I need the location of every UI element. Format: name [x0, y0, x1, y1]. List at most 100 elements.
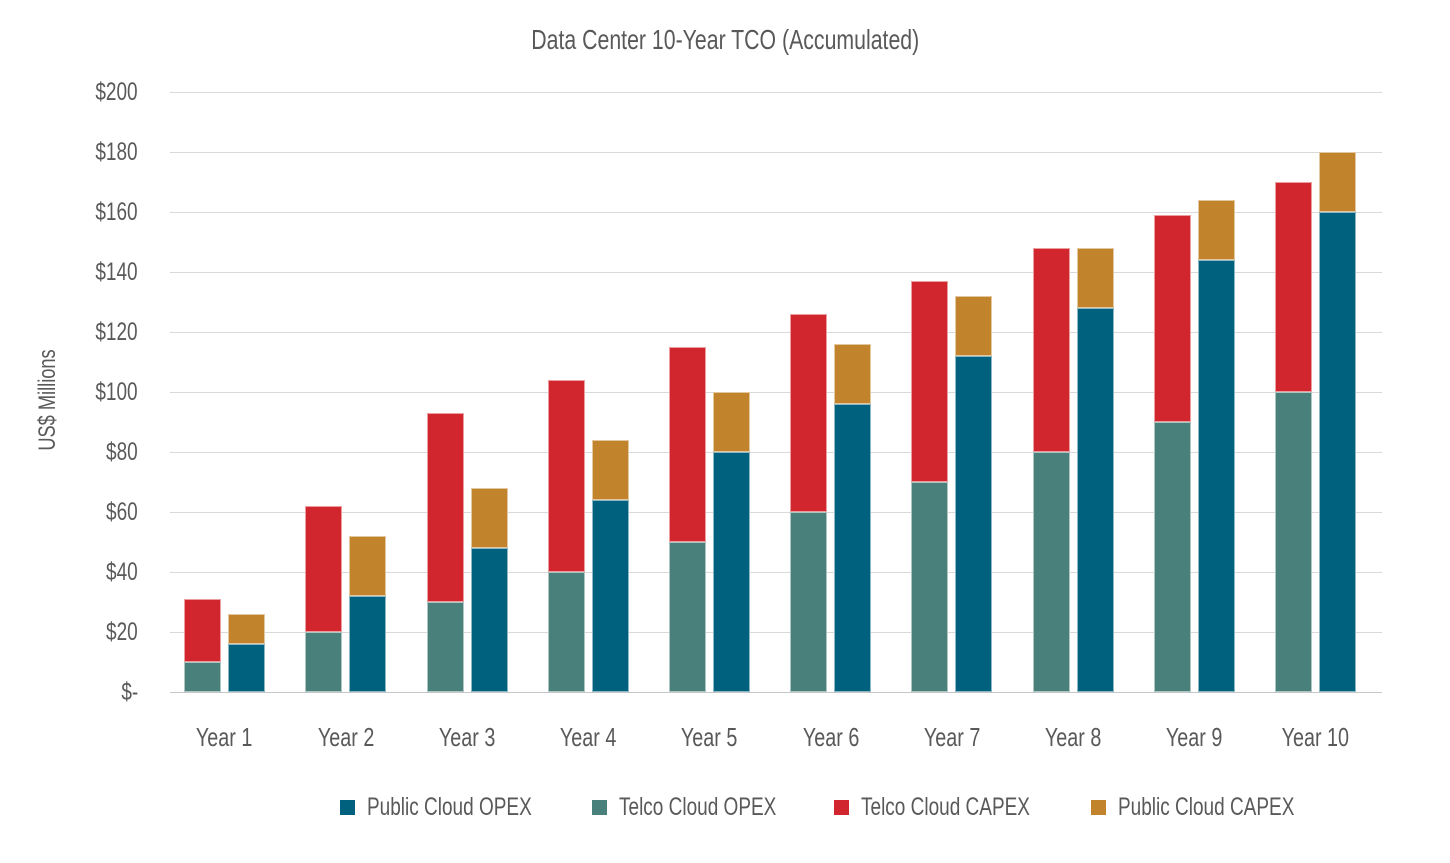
gridline — [170, 272, 1382, 273]
y-tick-label: $20 — [106, 618, 138, 646]
y-tick-label: $60 — [106, 498, 138, 526]
bar-pair-year-9 — [1134, 92, 1255, 692]
gridline — [170, 512, 1382, 513]
bar-segment-telco-cloud-opex — [305, 632, 343, 692]
bar-telco-cloud-year-2 — [305, 506, 343, 692]
legend-item-telco-cloud-opex: Telco Cloud OPEX — [591, 792, 826, 822]
x-category-label-year-9: Year 9 — [1166, 722, 1223, 752]
gridline — [170, 572, 1382, 573]
x-category-label-year-8: Year 8 — [1044, 722, 1102, 752]
bar-segment-telco-cloud-capex — [1153, 215, 1191, 422]
chart-title-text: Data Center 10-Year TCO (Accumulated) — [531, 24, 919, 55]
gridline — [170, 152, 1382, 153]
bar-segment-public-cloud-opex — [1318, 212, 1356, 692]
legend-swatch-icon — [591, 799, 607, 815]
x-category-label-year-7: Year 7 — [923, 722, 981, 752]
bar-segment-telco-cloud-capex — [184, 599, 222, 662]
bar-segment-public-cloud-opex — [228, 644, 266, 692]
bar-public-cloud-year-8 — [1076, 248, 1114, 692]
x-category-label-year-3: Year 3 — [438, 722, 496, 752]
bar-segment-telco-cloud-capex — [547, 380, 585, 572]
legend-swatch-icon — [1091, 799, 1107, 815]
bar-segment-telco-cloud-capex — [911, 281, 949, 482]
bar-telco-cloud-year-3 — [426, 413, 464, 692]
x-axis-baseline — [170, 692, 1382, 693]
bar-public-cloud-year-2 — [349, 536, 387, 692]
x-category-label-year-10: Year 10 — [1281, 722, 1350, 752]
bar-segment-public-cloud-capex — [228, 614, 266, 644]
bar-segment-telco-cloud-capex — [305, 506, 343, 632]
bar-segment-public-cloud-opex — [470, 548, 508, 692]
bar-pair-year-4 — [528, 92, 649, 692]
bar-pair-year-3 — [406, 92, 527, 692]
bar-pair-year-6 — [770, 92, 891, 692]
bar-pair-year-2 — [285, 92, 406, 692]
bar-public-cloud-year-10 — [1318, 152, 1356, 692]
legend: Public Cloud OPEX Telco Cloud OPEX Telco C… — [0, 793, 1450, 821]
bar-pair-year-7 — [891, 92, 1012, 692]
gridline — [170, 332, 1382, 333]
bar-public-cloud-year-3 — [470, 488, 508, 692]
bar-segment-telco-cloud-opex — [426, 602, 464, 692]
bar-segment-public-cloud-capex — [1076, 248, 1114, 308]
gridline — [170, 212, 1382, 213]
bar-segment-telco-cloud-opex — [790, 512, 828, 692]
y-tick-label: $- — [121, 678, 138, 706]
bar-public-cloud-year-5 — [712, 392, 750, 692]
bar-telco-cloud-year-4 — [547, 380, 585, 692]
bar-telco-cloud-year-9 — [1153, 215, 1191, 692]
x-category-label-year-2: Year 2 — [317, 722, 374, 752]
bar-segment-telco-cloud-opex — [911, 482, 949, 692]
bar-segment-telco-cloud-opex — [668, 542, 706, 692]
bar-segment-public-cloud-capex — [1197, 200, 1235, 260]
bar-segment-public-cloud-capex — [834, 344, 872, 404]
bar-segment-telco-cloud-opex — [1274, 392, 1312, 692]
y-tick-label: $140 — [95, 258, 138, 286]
bar-segment-public-cloud-opex — [1197, 260, 1235, 692]
y-tick-label: $40 — [106, 558, 138, 586]
x-axis-category-labels: Year 1 Year 2 Year 3 Year 4 Year 5 Year 6 Year… — [164, 722, 1376, 753]
plot-area — [170, 92, 1382, 693]
bar-segment-telco-cloud-capex — [1032, 248, 1070, 452]
bar-segment-telco-cloud-capex — [1274, 182, 1312, 392]
y-tick-label: $180 — [95, 138, 138, 166]
bar-public-cloud-year-4 — [591, 440, 629, 692]
bar-pair-year-5 — [649, 92, 770, 692]
gridline — [170, 452, 1382, 453]
legend-item-public-cloud-capex: Public Cloud CAPEX — [1091, 793, 1350, 822]
bar-telco-cloud-year-1 — [184, 599, 222, 692]
bar-segment-telco-cloud-opex — [1153, 422, 1191, 692]
bar-public-cloud-year-9 — [1197, 200, 1235, 692]
y-tick-label: $200 — [95, 78, 138, 106]
bar-segment-public-cloud-opex — [834, 404, 872, 692]
bar-segment-public-cloud-capex — [955, 296, 993, 356]
bars-layer — [164, 92, 1376, 692]
legend-swatch-icon — [339, 799, 355, 815]
chart-title: Data Center 10-Year TCO (Accumulated) — [0, 24, 1450, 56]
bar-segment-public-cloud-opex — [955, 356, 993, 692]
legend-item-telco-cloud-capex: Telco Cloud CAPEX — [833, 793, 1083, 822]
y-tick-label: $80 — [106, 438, 138, 466]
bar-segment-telco-cloud-opex — [547, 572, 585, 692]
bar-segment-public-cloud-opex — [1076, 308, 1114, 692]
bar-segment-public-cloud-capex — [1318, 152, 1356, 212]
legend-label: Public Cloud CAPEX — [1118, 792, 1295, 821]
legend-item-public-cloud-opex: Public Cloud OPEX — [339, 792, 584, 822]
bar-segment-telco-cloud-opex — [1032, 452, 1070, 692]
x-category-label-year-6: Year 6 — [802, 722, 859, 752]
legend-label: Telco Cloud OPEX — [618, 792, 777, 821]
y-axis-tick-labels: $200 $180 $160 $140 $120 $100 $80 $60 $40 $20 $- — [0, 79, 138, 705]
bar-telco-cloud-year-5 — [668, 347, 706, 692]
bar-public-cloud-year-6 — [834, 344, 872, 692]
bar-segment-telco-cloud-capex — [668, 347, 706, 542]
legend-label: Public Cloud OPEX — [366, 792, 532, 821]
bar-pair-year-8 — [1012, 92, 1133, 692]
bar-segment-public-cloud-opex — [712, 452, 750, 692]
bar-segment-telco-cloud-opex — [184, 662, 222, 692]
gridline — [170, 92, 1382, 93]
x-category-label-year-5: Year 5 — [681, 722, 738, 752]
bar-public-cloud-year-1 — [228, 614, 266, 692]
x-category-label-year-1: Year 1 — [196, 722, 253, 752]
bar-segment-public-cloud-capex — [591, 440, 629, 500]
